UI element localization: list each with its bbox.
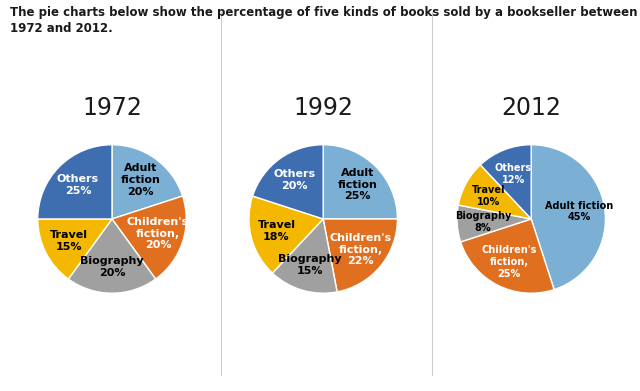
Text: Others
20%: Others 20% [274, 169, 316, 191]
Text: Biography
20%: Biography 20% [80, 256, 144, 278]
Text: The pie charts below show the percentage of five kinds of books sold by a bookse: The pie charts below show the percentage… [10, 6, 637, 19]
Text: Adult
fiction
20%: Adult fiction 20% [120, 163, 160, 197]
Text: Children's
fiction,
25%: Children's fiction, 25% [482, 246, 537, 278]
Title: 1972: 1972 [82, 96, 142, 120]
Wedge shape [457, 205, 531, 242]
Wedge shape [112, 196, 186, 279]
Wedge shape [68, 219, 156, 293]
Wedge shape [253, 145, 323, 219]
Wedge shape [323, 219, 397, 292]
Wedge shape [38, 219, 112, 279]
Wedge shape [112, 145, 182, 219]
Title: 2012: 2012 [501, 96, 561, 120]
Text: Biography
15%: Biography 15% [278, 255, 342, 276]
Text: Adult
fiction
25%: Adult fiction 25% [337, 168, 377, 201]
Text: Children's
fiction,
20%: Children's fiction, 20% [127, 217, 189, 251]
Title: 1992: 1992 [293, 96, 353, 120]
Wedge shape [323, 145, 397, 219]
Wedge shape [249, 196, 323, 273]
Text: Children's
fiction,
22%: Children's fiction, 22% [330, 233, 392, 266]
Wedge shape [458, 165, 531, 219]
Text: 1972 and 2012.: 1972 and 2012. [10, 22, 113, 34]
Text: Biography
8%: Biography 8% [455, 211, 511, 233]
Wedge shape [273, 219, 337, 293]
Text: Travel
18%: Travel 18% [257, 220, 296, 242]
Wedge shape [531, 145, 605, 290]
Text: Travel
10%: Travel 10% [472, 185, 506, 206]
Wedge shape [481, 145, 531, 219]
Text: Adult fiction
45%: Adult fiction 45% [545, 201, 613, 222]
Text: Others
12%: Others 12% [495, 163, 532, 185]
Text: Travel
15%: Travel 15% [50, 230, 88, 252]
Wedge shape [461, 219, 554, 293]
Wedge shape [38, 145, 112, 219]
Text: Others
25%: Others 25% [57, 174, 99, 196]
